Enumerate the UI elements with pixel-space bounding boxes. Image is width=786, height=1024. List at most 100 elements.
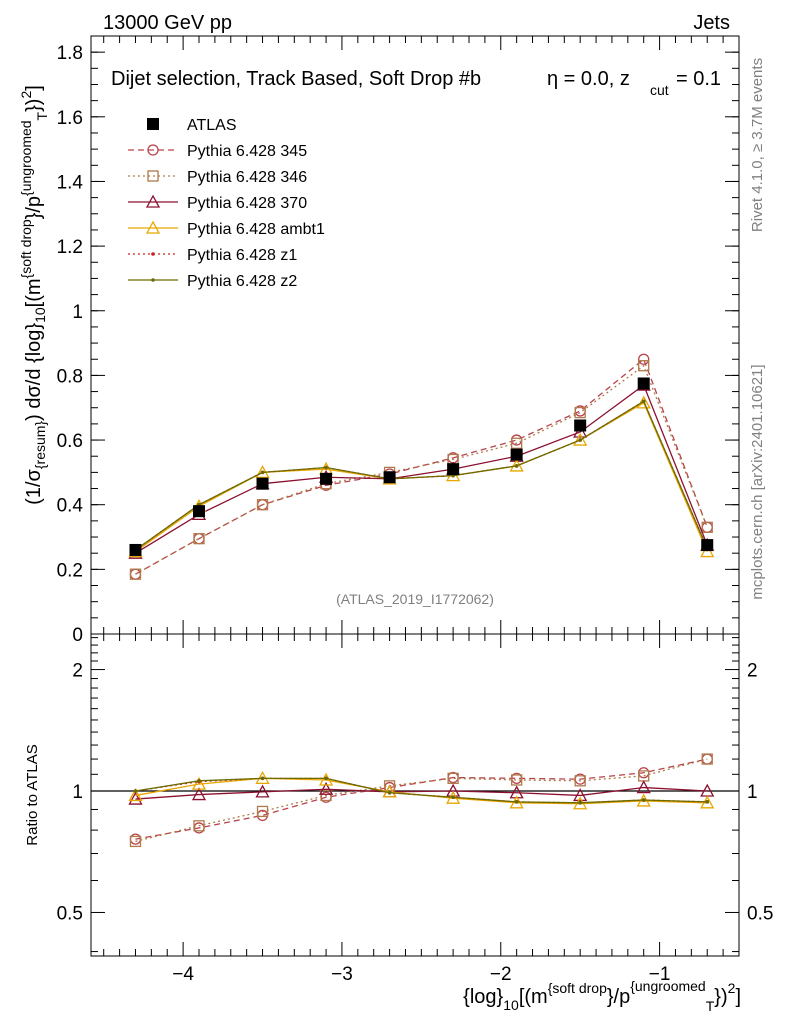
legend-label: Pythia 6.428 370 [187,195,307,212]
legend-marker [147,144,159,156]
x-tick-label: −3 [331,964,353,985]
legend-marker [147,118,159,130]
main-series-line [135,400,708,551]
ratio-data-point [255,784,270,798]
energy-label: 13000 GeV pp [103,12,232,34]
ratio-data-point [701,753,713,765]
ratio-series-line [135,786,708,800]
ratio-y-tick-label: 2 [72,661,83,682]
ratio-data-point [578,800,582,805]
main-data-point [637,377,650,390]
plot-title-text: Dijet selection, Track Based, Soft Drop … [111,68,481,90]
main-data-point [578,438,582,442]
main-data-point [320,472,333,485]
main-y-axis-label: (1/σ{resum}) dσ/d {log}10[(m{soft drop}/… [18,85,50,505]
main-data-point [641,399,646,404]
ratio-data-point [128,791,143,805]
main-data-point [383,471,396,484]
ratio-data-point [383,780,396,792]
main-data-point [701,521,713,533]
ratio-y-axis-label: Ratio to ATLAS [24,744,41,845]
ratio-data-point [256,805,269,818]
main-data-point [573,432,588,446]
legend-marker [147,170,159,182]
main-series-line [135,364,708,575]
main-series-line [135,384,708,554]
ratio-data-point [510,774,523,786]
main-data-point [701,521,713,533]
main-y-tick-label: 1.8 [57,43,83,64]
main-data-point [638,353,650,365]
main-data-point [256,499,269,511]
ratio-data-point [387,790,392,795]
x-tick-label: −4 [172,964,194,985]
ratio-data-point [514,800,519,804]
ratio-data-point [129,835,142,848]
main-data-point [638,360,650,372]
legend-label: Pythia 6.428 ambt1 [187,221,325,238]
ratio-data-point [197,779,201,783]
main-data-point [510,437,523,449]
main-data-point [324,465,328,470]
main-series-line [135,400,708,551]
main-series-line [135,358,708,575]
main-data-point [509,458,524,472]
legend-marker [151,278,155,282]
ratio-y-tick-label-right: 1 [747,782,758,803]
ratio-data-point [193,820,205,832]
main-y-tick-label: 0.6 [57,431,83,452]
ratio-data-point [324,776,328,781]
plot-title: Dijet selection, Track Based, Soft Drop … [111,68,481,90]
main-y-tick-label: 1.2 [57,237,83,258]
ratio-y-tick-label: 1 [72,782,83,803]
analysis-watermark: (ATLAS_2019_I1772062) [336,591,494,607]
ratio-data-point [191,776,207,790]
ratio-data-point [191,787,207,801]
rivet-label: Rivet 4.1.0, ≥ 3.7M events [749,58,766,232]
ratio-y-tick-label: 0.5 [57,903,83,924]
main-data-point [256,477,269,490]
legend-label: Pythia 6.428 345 [187,143,307,160]
ratio-data-point [573,788,588,802]
beta-text: η = 0.0, z [547,68,630,90]
ratio-data-point [382,784,397,798]
ratio-data-point [133,789,138,793]
main-data-point [193,505,205,518]
main-y-tick-label: 1 [72,302,83,323]
x-tick-label: −1 [649,964,671,985]
ratio-series-line [135,758,708,843]
main-data-point [701,539,714,552]
main-y-tick-label: 0 [72,625,83,646]
main-data-point [574,419,587,432]
ratio-data-point [447,772,459,784]
ratio-series-line [135,758,708,840]
main-data-point [129,568,142,580]
ratio-data-point [318,781,334,795]
main-data-point [574,406,586,419]
ratio-data-point [705,800,710,804]
x-tick-label: −2 [490,964,512,985]
main-data-point [514,464,519,468]
beta-zcut-text: η = 0.0, z [547,68,630,90]
legend-marker [145,194,161,208]
legend-label: Pythia 6.428 346 [187,169,307,186]
ratio-data-point [641,798,646,802]
ratio-y-tick-label-right: 0.5 [747,903,773,924]
main-y-tick-label: 0.8 [57,366,83,387]
zcut-subscript: cut [650,82,669,98]
ratio-data-point [128,788,143,802]
ratio-data-point [636,780,651,794]
ratio-y-tick-label-right: 2 [747,661,758,682]
ratio-data-point [451,795,455,800]
category-label: Jets [693,12,730,34]
ratio-data-point [260,776,265,781]
mcplots-label: mcplots.cern.ch [arXiv:2401.10621] [749,364,766,599]
ratio-series-line [135,777,708,804]
ratio-panel-frame [90,633,740,957]
legend-label: Pythia 6.428 z2 [187,273,297,290]
legend-label: Pythia 6.428 z1 [187,247,297,264]
ratio-data-point [574,775,586,787]
legend-label: ATLAS [187,117,237,134]
main-data-point [260,470,265,475]
